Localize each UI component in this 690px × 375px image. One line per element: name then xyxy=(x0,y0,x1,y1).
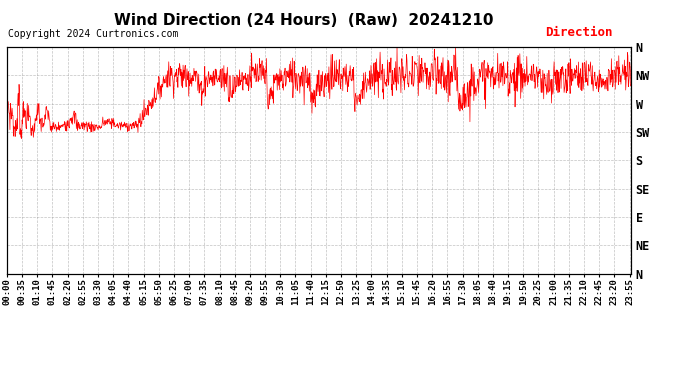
Text: Wind Direction (24 Hours)  (Raw)  20241210: Wind Direction (24 Hours) (Raw) 20241210 xyxy=(114,13,493,28)
Text: Copyright 2024 Curtronics.com: Copyright 2024 Curtronics.com xyxy=(8,29,179,39)
Text: Direction: Direction xyxy=(545,26,613,39)
